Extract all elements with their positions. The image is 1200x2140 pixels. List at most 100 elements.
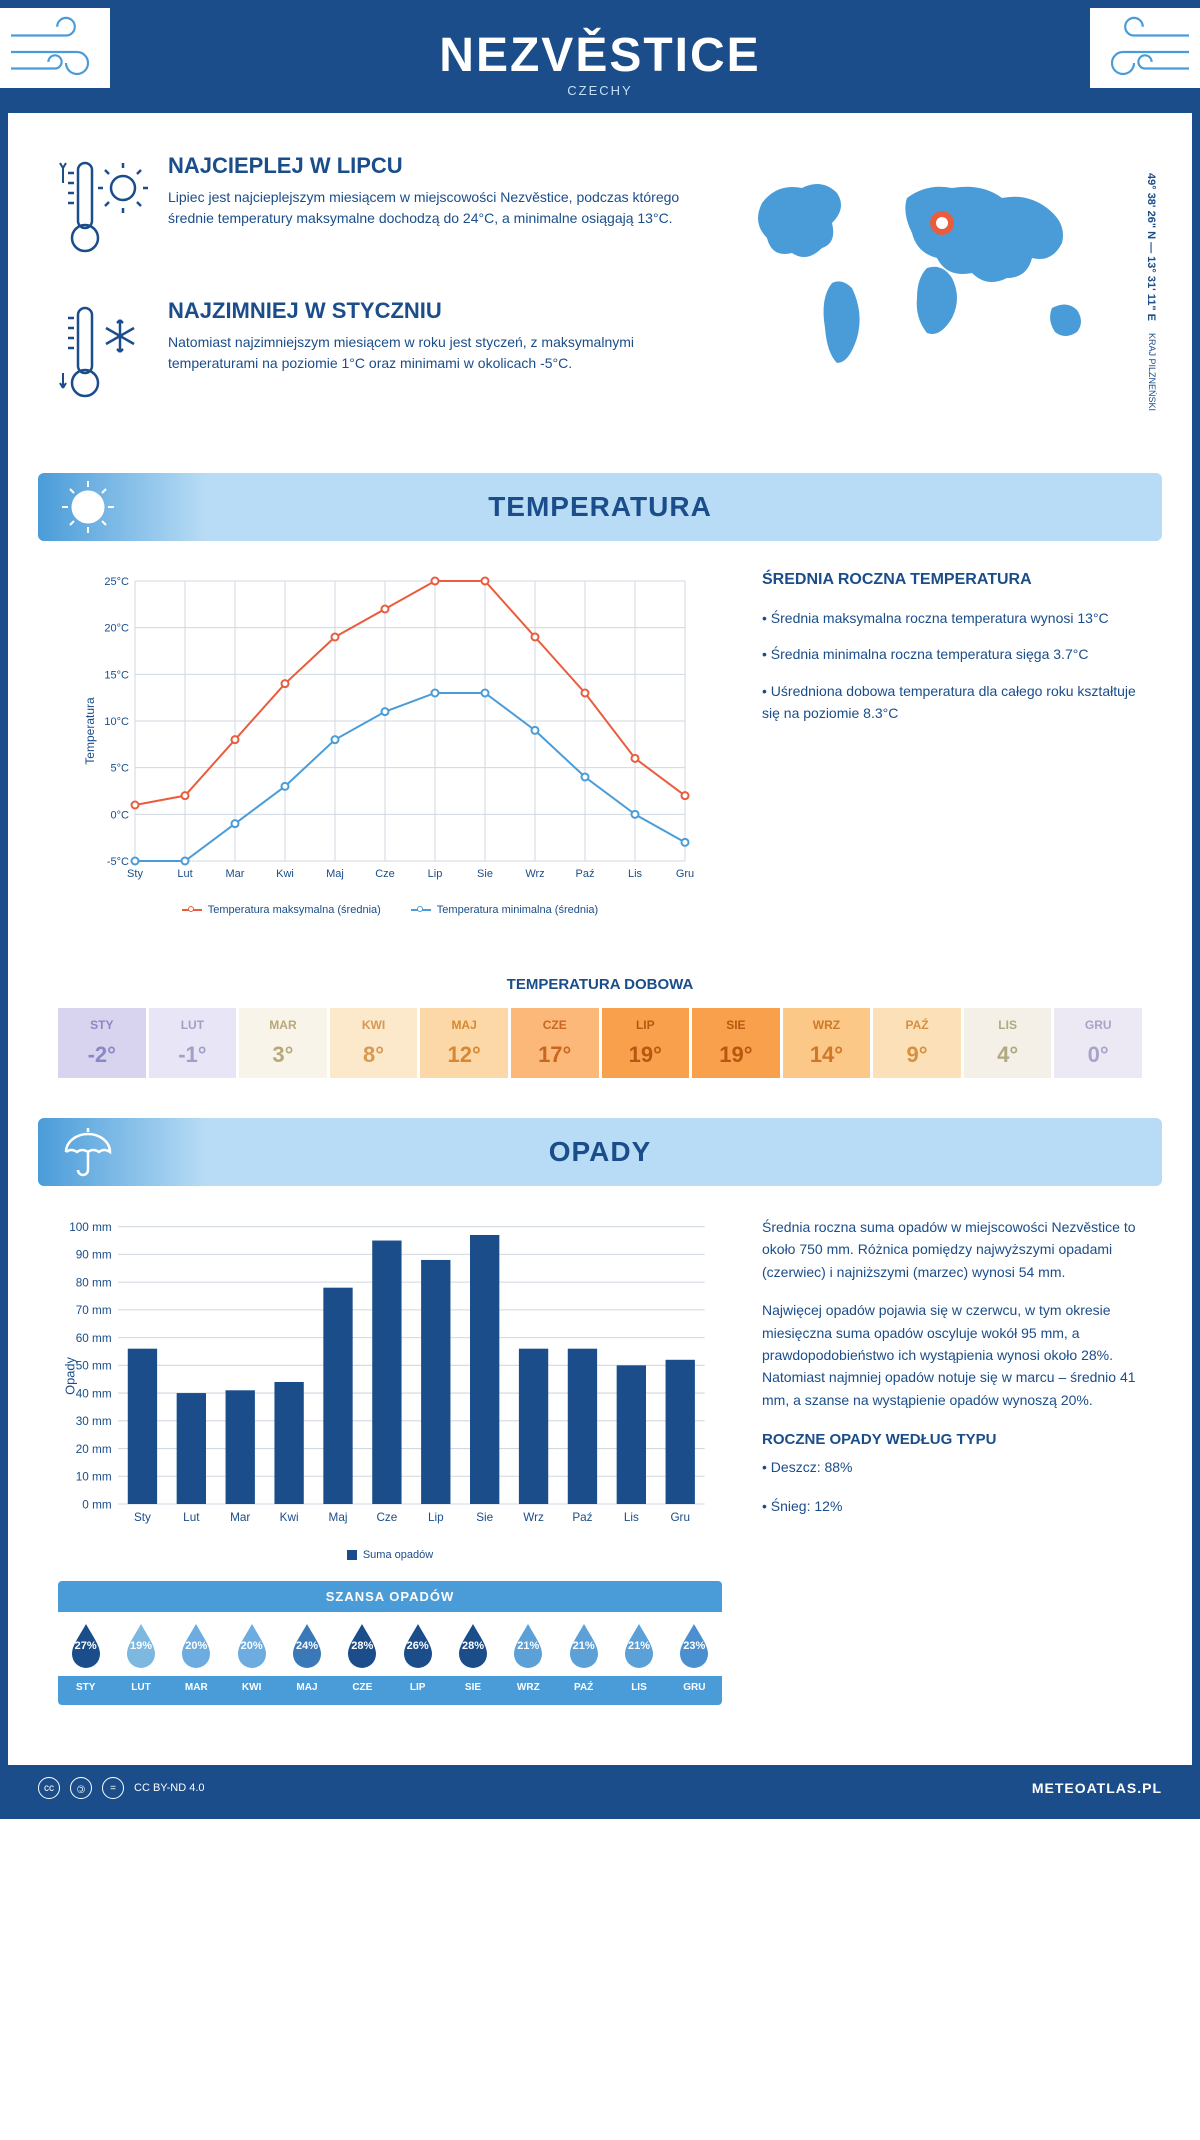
- chance-month: STY: [58, 1682, 113, 1693]
- svg-text:50 mm: 50 mm: [76, 1360, 112, 1373]
- page-title: NEZVĚSTICE: [439, 28, 760, 83]
- svg-text:Kwi: Kwi: [280, 1511, 299, 1524]
- svg-text:Lis: Lis: [628, 868, 643, 880]
- svg-text:90 mm: 90 mm: [76, 1249, 112, 1262]
- daily-cell: CZE17°: [511, 1008, 599, 1078]
- thermometer-sun-icon: [58, 153, 148, 268]
- precipitation-title: OPADY: [38, 1136, 1162, 1168]
- svg-text:Opady: Opady: [62, 1357, 77, 1395]
- thermometer-snow-icon: [58, 298, 148, 413]
- daily-cell: MAR3°: [239, 1008, 327, 1078]
- svg-text:60 mm: 60 mm: [76, 1332, 112, 1345]
- svg-text:Lip: Lip: [428, 868, 443, 880]
- daily-temperature-grid: STY-2°LUT-1°MAR3°KWI8°MAJ12°CZE17°LIP19°…: [58, 1008, 1142, 1078]
- chance-month: LIS: [611, 1682, 666, 1693]
- svg-text:25°C: 25°C: [104, 576, 129, 588]
- svg-text:Lis: Lis: [624, 1511, 639, 1524]
- rain-drop: 21%: [619, 1620, 659, 1668]
- wind-icon-left: [0, 8, 110, 88]
- daily-cell: KWI8°: [330, 1008, 418, 1078]
- license-text: CC BY-ND 4.0: [134, 1782, 205, 1794]
- chance-month: CZE: [335, 1682, 390, 1693]
- svg-text:Mar: Mar: [230, 1511, 250, 1524]
- svg-text:Kwi: Kwi: [276, 868, 294, 880]
- coordinates: 49° 38' 26" N — 13° 31' 11" E: [1145, 173, 1157, 321]
- svg-text:10°C: 10°C: [104, 716, 129, 728]
- temp-info-2: • Średnia minimalna roczna temperatura s…: [762, 643, 1142, 665]
- rain-drop: 21%: [564, 1620, 604, 1668]
- chance-month: MAR: [169, 1682, 224, 1693]
- rain-drop: 26%: [398, 1620, 438, 1668]
- svg-text:Sty: Sty: [127, 868, 143, 880]
- coldest-text: Natomiast najzimniejszym miesiącem w rok…: [168, 332, 712, 374]
- svg-text:Lip: Lip: [428, 1511, 444, 1524]
- svg-text:Mar: Mar: [226, 868, 245, 880]
- svg-text:Paź: Paź: [576, 868, 595, 880]
- svg-text:Maj: Maj: [326, 868, 344, 880]
- temp-info-title: ŚREDNIA ROCZNA TEMPERATURA: [762, 571, 1142, 589]
- rain-drop: 19%: [121, 1620, 161, 1668]
- svg-text:Paź: Paź: [572, 1511, 592, 1524]
- svg-text:80 mm: 80 mm: [76, 1276, 112, 1289]
- chance-month: KWI: [224, 1682, 279, 1693]
- rain-drop: 24%: [287, 1620, 327, 1668]
- temperature-info: ŚREDNIA ROCZNA TEMPERATURA • Średnia mak…: [762, 571, 1142, 916]
- daily-cell: PAŹ9°: [873, 1008, 961, 1078]
- rain-drop: 23%: [674, 1620, 714, 1668]
- svg-text:Wrz: Wrz: [525, 868, 544, 880]
- precip-info-1: Średnia roczna suma opadów w miejscowośc…: [762, 1216, 1142, 1283]
- chance-month: MAJ: [279, 1682, 334, 1693]
- svg-text:30 mm: 30 mm: [76, 1415, 112, 1428]
- svg-text:20°C: 20°C: [104, 623, 129, 635]
- daily-cell: LUT-1°: [149, 1008, 237, 1078]
- chance-month: PAŹ: [556, 1682, 611, 1693]
- svg-text:15°C: 15°C: [104, 669, 129, 681]
- region-label: KRAJ PILZNEŃSKI: [1147, 333, 1157, 411]
- svg-text:5°C: 5°C: [111, 763, 130, 775]
- temperature-header: TEMPERATURA: [38, 473, 1162, 541]
- page-subtitle: CZECHY: [439, 83, 760, 98]
- precipitation-chart: 0 mm10 mm20 mm30 mm40 mm50 mm60 mm70 mm8…: [58, 1216, 722, 1705]
- legend-min: Temperatura minimalna (średnia): [411, 904, 598, 916]
- svg-text:Cze: Cze: [376, 1511, 397, 1524]
- svg-text:0 mm: 0 mm: [82, 1498, 111, 1511]
- svg-text:Lut: Lut: [177, 868, 192, 880]
- by-icon: 🄯: [70, 1777, 92, 1799]
- rain-drop: 21%: [508, 1620, 548, 1668]
- temperature-chart: -5°C 0°C 5°C 10°C 15°C 20°C 25°C Sty Lut Mar Kwi Ma…: [58, 571, 722, 916]
- svg-text:100 mm: 100 mm: [69, 1221, 111, 1234]
- precip-info-2: Najwięcej opadów pojawia się w czerwcu, …: [762, 1299, 1142, 1411]
- nd-icon: =: [102, 1777, 124, 1799]
- footer: cc 🄯 = CC BY-ND 4.0 METEOATLAS.PL: [8, 1765, 1192, 1811]
- warmest-title: NAJCIEPLEJ W LIPCU: [168, 153, 712, 179]
- temp-info-3: • Uśredniona dobowa temperatura dla całe…: [762, 680, 1142, 725]
- page: NEZVĚSTICE CZECHY NAJCIEPL: [0, 0, 1200, 1819]
- rain-drop: 20%: [232, 1620, 272, 1668]
- umbrella-icon: [58, 1122, 118, 1182]
- daily-temperature-title: TEMPERATURA DOBOWA: [8, 976, 1192, 993]
- precipitation-info: Średnia roczna suma opadów w miejscowośc…: [762, 1216, 1142, 1705]
- chance-month: LIP: [390, 1682, 445, 1693]
- svg-text:Sie: Sie: [477, 868, 493, 880]
- site-name: METEOATLAS.PL: [1032, 1780, 1162, 1796]
- warmest-block: NAJCIEPLEJ W LIPCU Lipiec jest najcieple…: [58, 153, 712, 268]
- rain-drop: 27%: [66, 1620, 106, 1668]
- svg-text:Maj: Maj: [329, 1511, 348, 1524]
- daily-cell: LIS4°: [964, 1008, 1052, 1078]
- svg-text:0°C: 0°C: [111, 809, 130, 821]
- svg-text:Temperatura: Temperatura: [83, 697, 97, 765]
- precipitation-header: OPADY: [38, 1118, 1162, 1186]
- precip-type-1: • Deszcz: 88%: [762, 1456, 1142, 1478]
- chance-month: SIE: [445, 1682, 500, 1693]
- temp-info-1: • Średnia maksymalna roczna temperatura …: [762, 607, 1142, 629]
- wind-icon-right: [1090, 8, 1200, 88]
- header: NEZVĚSTICE CZECHY: [8, 8, 1192, 113]
- svg-text:Gru: Gru: [670, 1511, 690, 1524]
- svg-text:-5°C: -5°C: [107, 856, 129, 868]
- rain-drop: 28%: [453, 1620, 493, 1668]
- daily-cell: WRZ14°: [783, 1008, 871, 1078]
- chance-month: WRZ: [501, 1682, 556, 1693]
- svg-text:Gru: Gru: [676, 868, 694, 880]
- precip-type-title: ROCZNE OPADY WEDŁUG TYPU: [762, 1431, 1142, 1448]
- svg-text:Sty: Sty: [134, 1511, 151, 1524]
